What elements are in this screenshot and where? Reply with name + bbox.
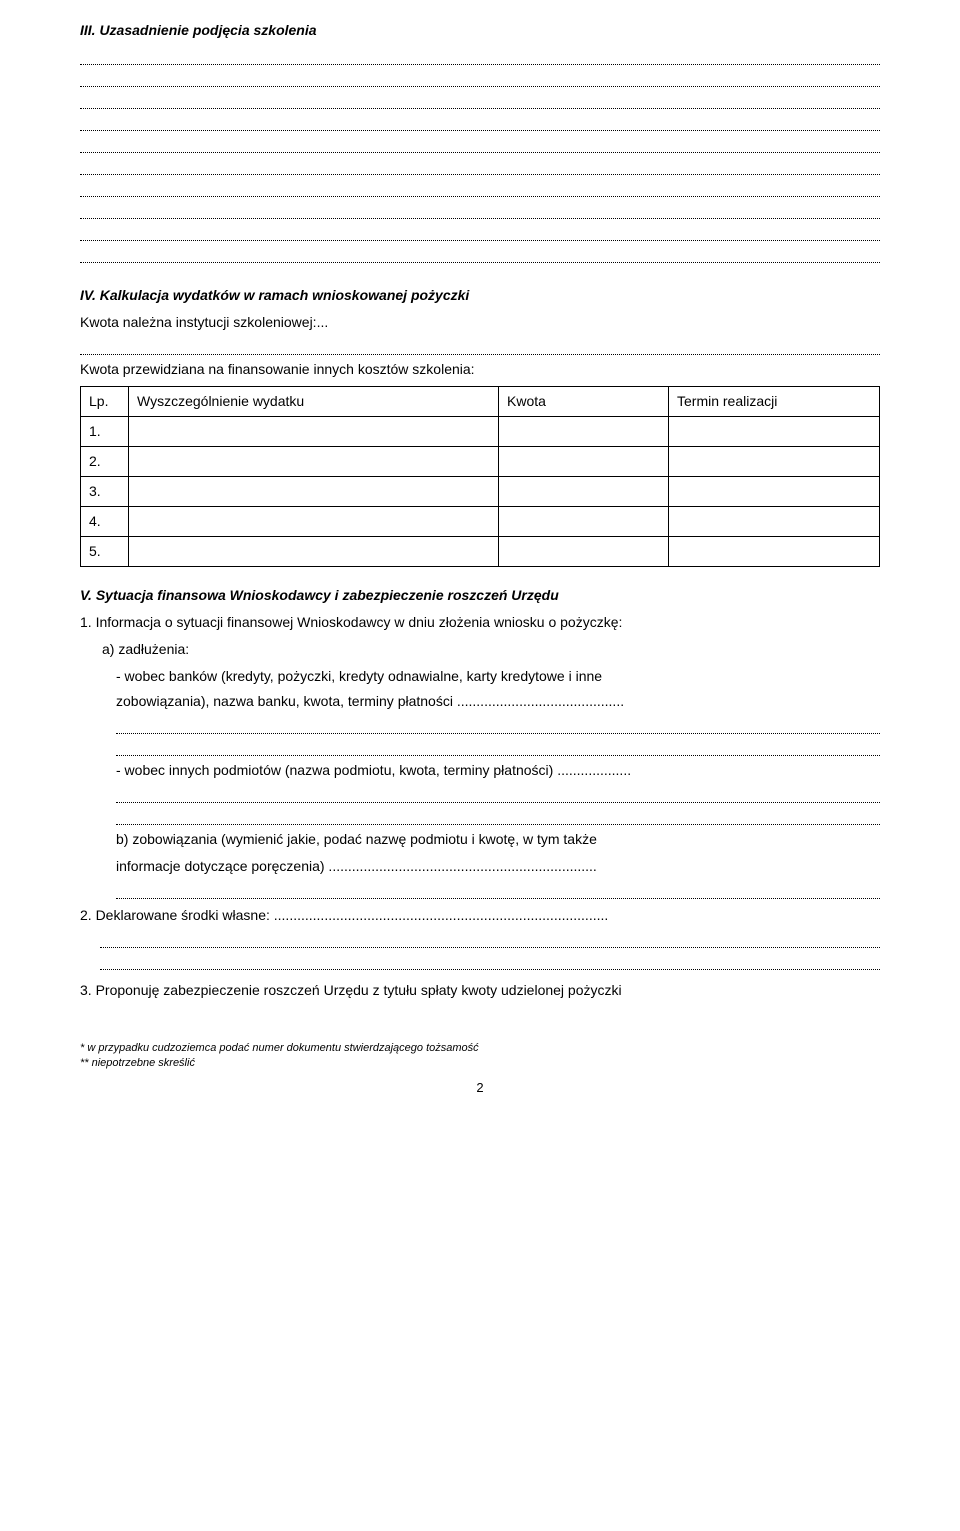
col-wydatek: Wyszczególnienie wydatku (129, 387, 499, 417)
cell (129, 477, 499, 507)
section3-heading: III. Uzasadnienie podjęcia szkolenia (80, 20, 880, 41)
section4-heading: IV. Kalkulacja wydatków w ramach wniosko… (80, 285, 880, 306)
item-1b-l1: b) zobowiązania (wymienić jakie, podać n… (80, 829, 880, 850)
section5-heading: V. Sytuacja finansowa Wnioskodawcy i zab… (80, 585, 880, 606)
cell (129, 507, 499, 537)
cell (129, 417, 499, 447)
cell (669, 537, 880, 567)
blank-line (80, 223, 880, 241)
blank-line (80, 113, 880, 131)
table-row: 5. (81, 537, 880, 567)
section3-blank-lines (80, 47, 880, 263)
blank-line (80, 179, 880, 197)
page-number: 2 (80, 1078, 880, 1098)
blank-line (80, 69, 880, 87)
table-row: 4. (81, 507, 880, 537)
table-row: 1. (81, 417, 880, 447)
footnote-1: * w przypadku cudzoziemca podać numer do… (80, 1041, 880, 1056)
bullet-other: - wobec innych podmiotów (nazwa podmiotu… (80, 760, 880, 781)
cell-lp: 3. (81, 477, 129, 507)
cell (669, 447, 880, 477)
expense-table: Lp. Wyszczególnienie wydatku Kwota Termi… (80, 386, 880, 567)
blank-lines-b (80, 881, 880, 899)
cell (129, 447, 499, 477)
section4-line1: Kwota należna instytucji szkoleniowej:..… (80, 312, 880, 333)
cell (669, 417, 880, 447)
blank-line (80, 91, 880, 109)
cell (669, 477, 880, 507)
blank-line (100, 930, 880, 948)
footnote-2: ** niepotrzebne skreślić (80, 1056, 880, 1071)
item-3: 3. Proponuję zabezpieczenie roszczeń Urz… (80, 980, 880, 1001)
cell-lp: 4. (81, 507, 129, 537)
cell-lp: 1. (81, 417, 129, 447)
blank-line (116, 881, 880, 899)
cell (499, 507, 669, 537)
blank-line (116, 716, 880, 734)
col-lp: Lp. (81, 387, 129, 417)
item-2: 2. Deklarowane środki własne: ..........… (80, 905, 880, 926)
footnotes: * w przypadku cudzoziemca podać numer do… (80, 1041, 880, 1072)
cell (499, 477, 669, 507)
cell-lp: 2. (81, 447, 129, 477)
blank-line (80, 245, 880, 263)
cell (669, 507, 880, 537)
blank-line (116, 785, 880, 803)
blank-line (100, 952, 880, 970)
cell (499, 537, 669, 567)
cell (499, 447, 669, 477)
cell-lp: 5. (81, 537, 129, 567)
blank-line (116, 738, 880, 756)
col-kwota: Kwota (499, 387, 669, 417)
blank-lines-2 (80, 930, 880, 970)
table-row: 2. (81, 447, 880, 477)
blank-line (80, 47, 880, 65)
section4-line2: Kwota przewidziana na finansowanie innyc… (80, 359, 880, 380)
bullet-banks-l1: - wobec banków (kredyty, pożyczki, kredy… (116, 666, 880, 687)
blank-lines-banks (80, 716, 880, 756)
col-termin: Termin realizacji (669, 387, 880, 417)
bullet-banks: - wobec banków (kredyty, pożyczki, kredy… (80, 666, 880, 712)
blank-line (80, 157, 880, 175)
blank-lines-other (80, 785, 880, 825)
item-1b-l2: informacje dotyczące poręczenia) .......… (80, 856, 880, 877)
bullet-other-text: - wobec innych podmiotów (nazwa podmiotu… (116, 760, 880, 781)
bullet-banks-l2: zobowiązania), nazwa banku, kwota, termi… (116, 691, 880, 712)
blank-line (80, 337, 880, 355)
blank-line (80, 201, 880, 219)
table-row: 3. (81, 477, 880, 507)
table-header-row: Lp. Wyszczególnienie wydatku Kwota Termi… (81, 387, 880, 417)
cell (499, 417, 669, 447)
cell (129, 537, 499, 567)
item-1a: a) zadłużenia: (80, 639, 880, 660)
item-1: 1. Informacja o sytuacji finansowej Wnio… (80, 612, 880, 633)
blank-line (80, 135, 880, 153)
blank-line (116, 807, 880, 825)
